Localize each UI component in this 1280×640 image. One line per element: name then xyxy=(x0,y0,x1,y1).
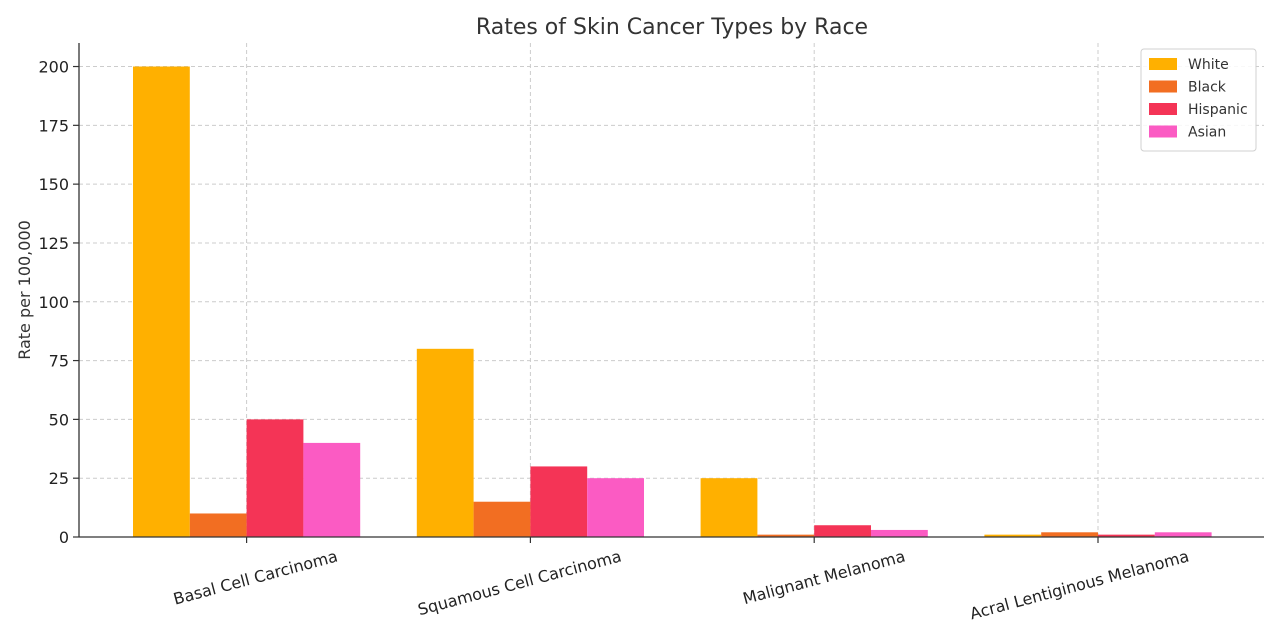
bar-hispanic-1 xyxy=(246,419,304,537)
bar-black-2 xyxy=(473,501,531,537)
y-tick-label: 25 xyxy=(49,469,69,488)
y-ticks: 0 25 50 75 100 125 150 175 200 xyxy=(38,58,79,547)
x-tick-label: Acral Lentiginous Melanoma xyxy=(968,547,1191,624)
legend-label-hispanic: Hispanic xyxy=(1188,102,1248,118)
x-tick-label: Basal Cell Carcinoma xyxy=(171,547,339,609)
bar-asian-1 xyxy=(303,442,361,537)
grid-lines xyxy=(79,43,1264,538)
bar-white-4 xyxy=(984,534,1042,537)
bar-hispanic-3 xyxy=(814,525,871,537)
x-tick-label: Malignant Melanoma xyxy=(741,547,908,609)
bar-black-3 xyxy=(757,534,815,537)
chart-title: Rates of Skin Cancer Types by Race xyxy=(476,15,868,40)
bar-hispanic-4 xyxy=(1098,534,1155,537)
legend: White Black Hispanic Asian xyxy=(1140,48,1257,152)
legend-swatch-asian xyxy=(1149,125,1177,138)
legend-label-black: Black xyxy=(1188,80,1227,96)
bar-asian-3 xyxy=(871,529,928,537)
y-tick-label: 175 xyxy=(38,116,69,135)
bar-hispanic-2 xyxy=(530,466,588,537)
bars xyxy=(133,66,1212,538)
bar-white-3 xyxy=(700,478,758,537)
y-axis-label: Rate per 100,000 xyxy=(15,220,34,360)
bar-asian-4 xyxy=(1154,532,1212,537)
y-tick-label: 75 xyxy=(49,352,69,371)
bar-white-1 xyxy=(133,66,190,538)
y-tick-label: 200 xyxy=(38,58,69,77)
legend-label-white: White xyxy=(1188,57,1229,73)
legend-label-asian: Asian xyxy=(1188,125,1226,141)
bar-black-1 xyxy=(189,513,247,537)
y-tick-label: 125 xyxy=(38,234,69,253)
y-tick-label: 50 xyxy=(49,410,69,429)
bar-asian-2 xyxy=(587,478,644,537)
bar-black-4 xyxy=(1041,532,1098,537)
y-tick-label: 100 xyxy=(38,293,69,312)
legend-swatch-black xyxy=(1149,80,1177,93)
y-tick-label: 0 xyxy=(59,528,69,547)
legend-swatch-white xyxy=(1149,58,1177,70)
x-ticks: Basal Cell Carcinoma Squamous Cell Carcin… xyxy=(171,537,1191,623)
legend-swatch-hispanic xyxy=(1149,103,1177,115)
x-tick-label: Squamous Cell Carcinoma xyxy=(416,547,624,620)
y-tick-label: 150 xyxy=(38,175,69,194)
bar-white-2 xyxy=(416,348,474,537)
